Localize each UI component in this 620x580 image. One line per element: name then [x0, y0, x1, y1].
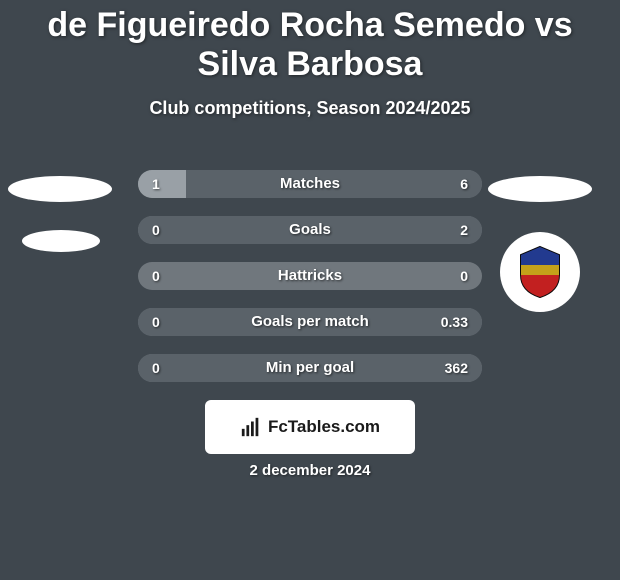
stat-row: 16Matches — [138, 170, 482, 198]
subtitle: Club competitions, Season 2024/2025 — [0, 98, 620, 119]
stat-label: Hattricks — [138, 262, 482, 290]
stat-row: 0362Min per goal — [138, 354, 482, 382]
date-label: 2 december 2024 — [0, 462, 620, 479]
stat-label: Matches — [138, 170, 482, 198]
stat-row: 00.33Goals per match — [138, 308, 482, 336]
stat-label: Min per goal — [138, 354, 482, 382]
bar-chart-icon — [240, 416, 262, 438]
source-badge[interactable]: FcTables.com — [205, 400, 415, 454]
stat-label: Goals per match — [138, 308, 482, 336]
page-title: de Figueiredo Rocha Semedo vs Silva Barb… — [0, 0, 620, 84]
comparison-card: de Figueiredo Rocha Semedo vs Silva Barb… — [0, 0, 620, 580]
club-badge-right — [500, 232, 580, 312]
stat-rows: 16Matches 02Goals 00Hattricks 00.33Goals pe… — [138, 170, 482, 400]
player-left-silhouette-bot — [22, 230, 100, 252]
player-left-silhouette-top — [8, 176, 112, 202]
source-label: FcTables.com — [268, 417, 380, 437]
club-crest-icon — [517, 245, 563, 299]
stat-row: 00Hattricks — [138, 262, 482, 290]
stat-row: 02Goals — [138, 216, 482, 244]
player-right-silhouette — [488, 176, 592, 202]
stat-label: Goals — [138, 216, 482, 244]
